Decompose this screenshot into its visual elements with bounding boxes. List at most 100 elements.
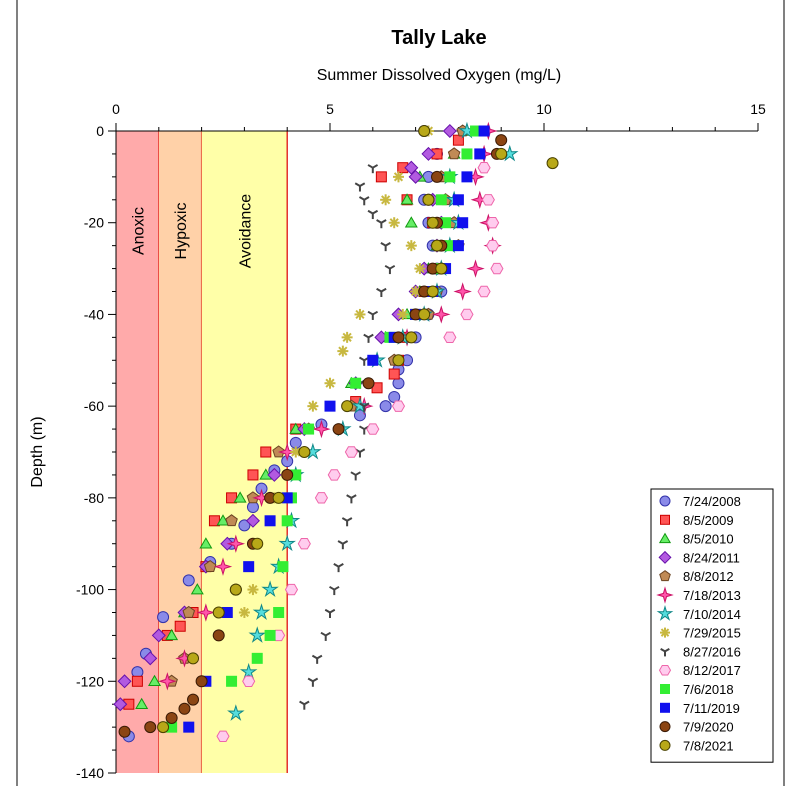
data-point-7-2 (380, 194, 392, 206)
data-point-8-22-arm (325, 631, 331, 637)
data-point-5-15 (213, 557, 233, 576)
data-point-4-1 (447, 147, 461, 160)
data-point-8-6 (384, 264, 396, 275)
data-point-13-16 (212, 606, 225, 619)
legend-marker-0 (659, 495, 671, 507)
data-point-8-19-arm (338, 563, 344, 568)
legend: 7/24/2008 8/5/2009 8/5/2010 8/24/2011 8/8/20… (650, 488, 774, 763)
data-point-8-25-arm (303, 700, 310, 706)
data-point-8-0-arm (367, 164, 374, 169)
data-point-5-8 (432, 305, 451, 324)
data-point-1-3 (375, 171, 387, 183)
data-point-6-16 (278, 534, 296, 552)
data-point-12-17 (195, 675, 208, 688)
data-point-7-15-stroke (248, 584, 258, 595)
data-point-8-18-arm (337, 540, 344, 545)
data-point-8-9-arm (363, 333, 370, 339)
data-point-8-24 (307, 677, 319, 687)
data-point-13-6 (435, 262, 448, 275)
data-point-8-16-arm (346, 494, 352, 499)
data-point-0-15 (353, 409, 366, 422)
data-point-3-3 (408, 169, 423, 184)
data-point-8-20 (329, 585, 340, 596)
data-point-7-4-stroke (406, 241, 416, 251)
data-point-3-1 (421, 146, 436, 161)
zone-label-2: Avoidance (237, 194, 254, 269)
data-point-12-2 (431, 170, 443, 183)
data-point-2-16 (190, 583, 204, 595)
x-tick-label-3: 15 (750, 101, 766, 117)
legend-label-2: 8/5/2010 (683, 532, 734, 547)
data-point-4-12 (272, 445, 285, 458)
y-tick-label-2: -40 (84, 306, 104, 322)
series-8 (299, 164, 396, 710)
legend-label-4: 8/8/2012 (683, 569, 734, 584)
data-point-4-14 (225, 514, 238, 527)
data-point-7-10 (337, 345, 349, 357)
data-point-7-13-stroke (291, 447, 301, 457)
data-point-12-21 (144, 721, 157, 734)
data-point-0-14 (379, 400, 392, 413)
data-point-7-7-stroke (398, 309, 408, 320)
data-point-9-3 (486, 239, 500, 252)
data-point-13-13 (272, 491, 285, 504)
data-point-2-4 (404, 216, 418, 228)
chart-title: Tally Lake (391, 27, 486, 49)
data-point-8-8-arm (372, 310, 379, 316)
data-point-8-1-arm (359, 182, 366, 187)
y-tick-label-3: -60 (84, 398, 104, 414)
data-point-9-7 (443, 331, 457, 344)
data-point-3-18 (151, 628, 166, 643)
data-point-7-8-stroke (355, 309, 365, 320)
data-point-7-15 (247, 584, 259, 596)
data-point-0-22 (238, 519, 251, 532)
data-point-13-3 (422, 193, 435, 206)
data-point-7-6 (410, 286, 422, 297)
data-point-10-2 (444, 171, 456, 183)
data-point-13-14 (251, 537, 264, 550)
data-point-10-15 (277, 561, 289, 573)
data-point-11-10 (367, 354, 379, 366)
data-point-7-8 (354, 308, 366, 320)
data-point-11-1 (474, 148, 486, 160)
legend-marker-7-stroke (660, 628, 670, 637)
data-point-10-14 (281, 515, 293, 527)
data-point-9-2 (486, 217, 500, 229)
data-point-8-0 (367, 164, 379, 174)
data-point-7-11-stroke (325, 378, 335, 388)
legend-marker-1 (660, 514, 670, 525)
data-point-9-14 (284, 583, 299, 596)
data-point-7-12 (307, 400, 319, 412)
x-tick-label-1: 5 (326, 101, 334, 117)
data-point-8-3-arm (367, 209, 374, 215)
data-point-8-17-arm (341, 517, 348, 522)
data-point-7-5 (414, 263, 426, 275)
y-tick-label-4: -80 (84, 490, 104, 506)
data-point-11-0 (478, 125, 490, 137)
legend-box (650, 488, 774, 763)
data-point-1-24 (131, 675, 143, 687)
zone-label-0: Anoxic (130, 207, 147, 255)
data-point-8-15-arm (350, 471, 357, 476)
data-point-2-3 (400, 193, 414, 205)
data-point-8-2 (358, 196, 370, 206)
data-point-6-21 (239, 662, 258, 680)
data-point-10-18 (251, 652, 263, 664)
data-point-9-13 (297, 538, 311, 550)
data-point-9-11 (327, 469, 341, 481)
data-point-13-12 (298, 446, 311, 458)
data-point-10-17 (264, 629, 276, 641)
data-point-2-13 (233, 491, 247, 503)
data-point-12-10 (362, 377, 375, 390)
data-point-3-20 (117, 674, 132, 689)
data-point-12-22 (118, 725, 131, 738)
data-point-13-1 (495, 147, 508, 160)
legend-marker-5 (656, 586, 674, 604)
data-point-12-9 (392, 331, 405, 344)
data-point-12-0 (495, 134, 508, 147)
data-point-11-3 (452, 194, 464, 206)
series-9 (216, 161, 504, 743)
legend-marker-2 (658, 532, 672, 544)
data-point-6-19 (252, 603, 271, 620)
data-point-8-20-arm (329, 585, 335, 591)
